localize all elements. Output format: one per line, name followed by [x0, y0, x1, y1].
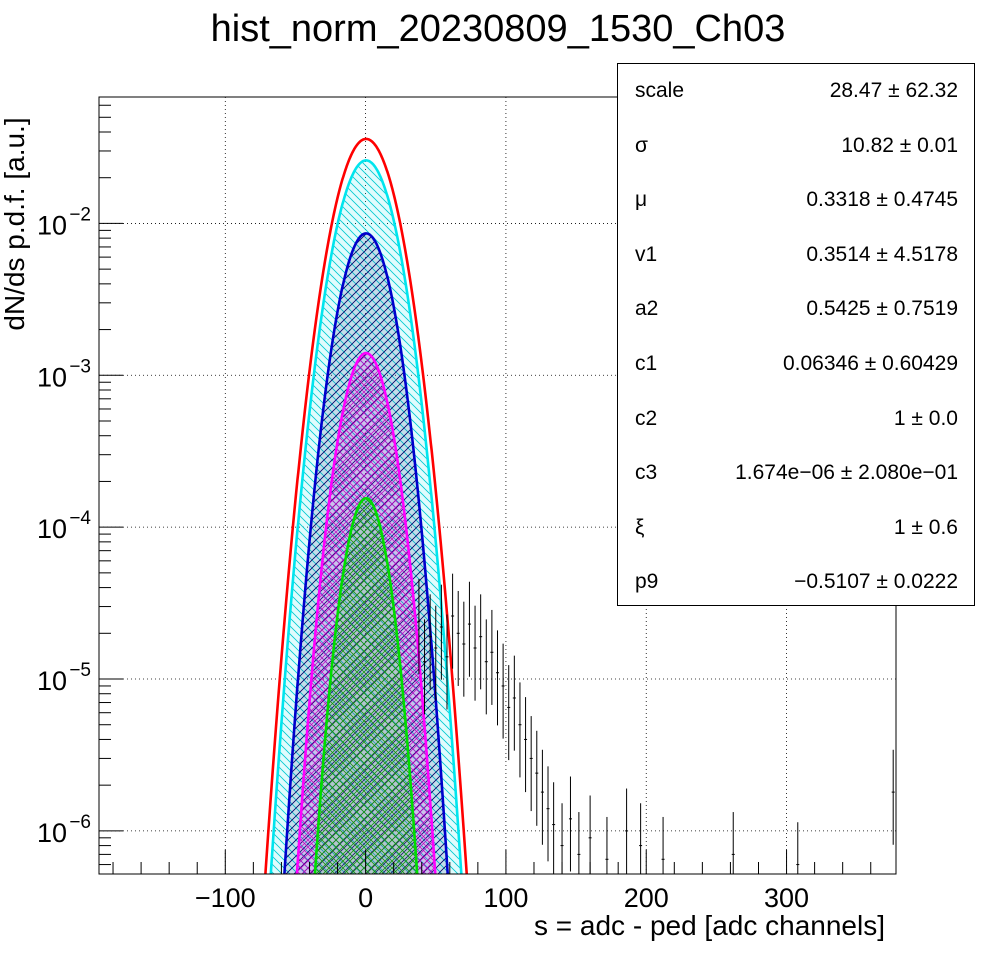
- parameter-name: c1: [635, 352, 658, 375]
- parameter-name: scale: [635, 79, 685, 102]
- y-tick-exponent: −4: [69, 508, 91, 529]
- parameter-value: 1 ± 0.6: [893, 515, 958, 539]
- x-tick-label: 300: [764, 883, 809, 913]
- parameter-value: −0.5107 ± 0.0222: [794, 570, 958, 594]
- y-tick-label: 10: [37, 666, 67, 696]
- y-tick-exponent: −2: [69, 204, 91, 225]
- y-tick-exponent: −5: [69, 660, 91, 681]
- fit-parameter-row: p9 −0.5107 ± 0.0222: [618, 570, 974, 600]
- y-tick-label: 10: [37, 514, 67, 544]
- parameter-name: σ: [635, 133, 648, 157]
- fit-parameter-row: μ 0.3318 ± 0.4745: [618, 188, 974, 218]
- parameter-name: a2: [635, 297, 659, 321]
- parameter-value: 10.82 ± 0.01: [841, 133, 958, 157]
- parameter-value: 1.674e−06 ± 2.080e−01: [735, 461, 958, 485]
- parameter-value: 28.47 ± 62.32: [829, 79, 958, 102]
- parameter-value: 0.5425 ± 0.7519: [806, 297, 958, 321]
- fit-component-curve: [264, 137, 469, 874]
- x-tick-label: 200: [624, 883, 669, 913]
- parameter-name: c3: [635, 461, 658, 485]
- parameter-name: c2: [635, 406, 658, 430]
- fit-parameter-row: scale 28.47 ± 62.32: [618, 79, 974, 109]
- y-tick-label: 10: [37, 210, 67, 240]
- parameter-name: p9: [635, 570, 659, 594]
- y-tick-label: 10: [37, 362, 67, 392]
- fit-component-curve: [283, 232, 450, 874]
- x-axis-label: s = adc - ped [adc channels]: [534, 910, 885, 941]
- tail-data: [417, 573, 895, 874]
- fit-parameter-row: a2 0.5425 ± 0.7519: [618, 297, 974, 327]
- y-tick-exponent: −3: [69, 356, 91, 377]
- fit-parameter-row: c1 0.06346 ± 0.60429: [618, 352, 974, 382]
- fit-component-curve: [295, 351, 437, 874]
- y-tick-label: 10: [37, 818, 67, 848]
- fit-parameter-row: c3 1.674e−06 ± 2.080e−01: [618, 461, 974, 491]
- parameter-name: μ: [635, 188, 648, 212]
- fit-parameter-row: σ 10.82 ± 0.01: [618, 134, 974, 164]
- fit-component-curve: [313, 497, 419, 874]
- x-tick-label: 100: [483, 883, 528, 913]
- parameter-name: ξ: [635, 515, 645, 539]
- chart-title: hist_norm_20230809_1530_Ch03: [210, 8, 786, 50]
- fit-parameters-box: scale 28.47 ± 62.32 σ 10.82 ± 0.01 μ 0.3318 ±…: [617, 63, 975, 606]
- fit-component-curve: [269, 159, 463, 874]
- parameter-value: 0.3514 ± 4.5178: [806, 242, 958, 266]
- fit-parameter-row: c2 1 ± 0.0: [618, 407, 974, 437]
- x-tick-label: 0: [358, 883, 373, 913]
- parameter-name: v1: [635, 242, 658, 266]
- fit-parameter-row: v1 0.3514 ± 4.5178: [618, 243, 974, 273]
- fit-curves: [264, 137, 469, 874]
- parameter-value: 1 ± 0.0: [893, 406, 958, 430]
- parameter-value: 0.06346 ± 0.60429: [782, 352, 958, 375]
- y-tick-exponent: −6: [69, 812, 91, 833]
- fit-parameter-row: ξ 1 ± 0.6: [618, 516, 974, 546]
- x-tick-label: −100: [195, 883, 256, 913]
- parameter-value: 0.3318 ± 0.4745: [806, 188, 958, 212]
- y-axis-label: dN/ds p.d.f. [a.u.]: [0, 117, 30, 331]
